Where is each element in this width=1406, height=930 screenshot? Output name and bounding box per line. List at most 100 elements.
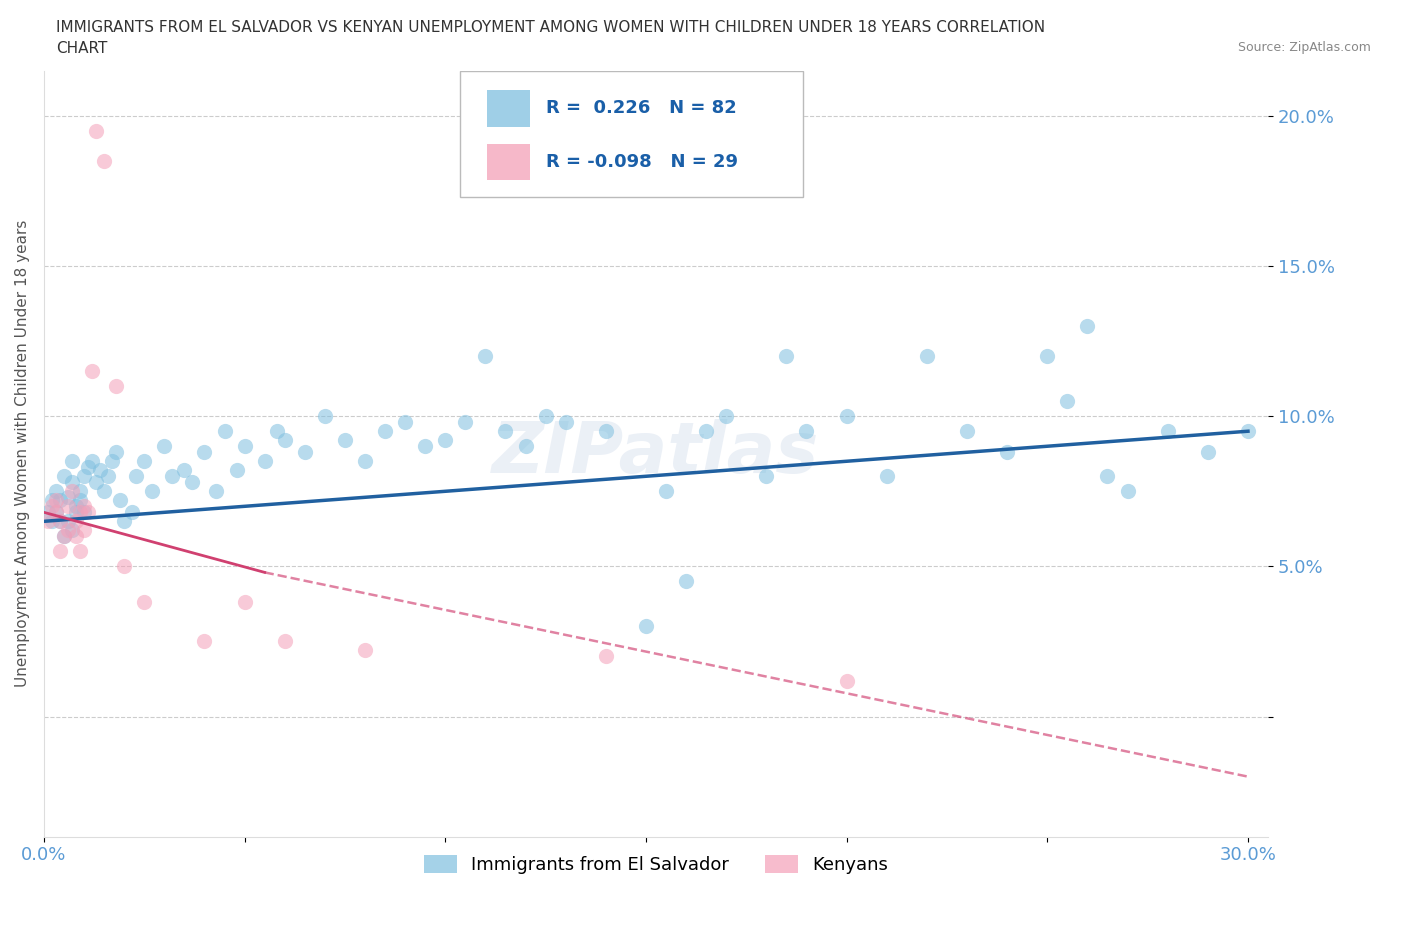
Point (1076, 319, 1098, 334)
Text: CHART: CHART (56, 41, 108, 56)
Point (173, 463, 195, 478)
Point (354, 454, 377, 469)
Point (52, 529, 75, 544)
Point (73, 469, 96, 484)
Point (675, 574, 697, 589)
Point (413, 439, 436, 454)
Point (73, 498, 96, 513)
Point (125, 469, 148, 484)
Point (108, 493, 131, 508)
Point (69, 505, 91, 520)
Point (97, 469, 120, 484)
Point (52, 469, 75, 484)
Point (134, 595, 156, 610)
Point (225, 463, 247, 478)
Point (134, 454, 156, 469)
Point (233, 439, 256, 454)
Point (69, 544, 91, 559)
Point (394, 415, 416, 430)
Point (105, 445, 128, 459)
Point (84, 475, 107, 490)
Point (52, 529, 75, 544)
Text: R =  0.226   N = 82: R = 0.226 N = 82 (546, 100, 737, 117)
Point (474, 349, 496, 364)
Point (41, 498, 63, 513)
Point (214, 424, 236, 439)
Point (101, 454, 124, 469)
Point (89, 463, 111, 478)
Point (835, 673, 858, 688)
Point (193, 634, 215, 649)
Point (796, 424, 818, 439)
Point (755, 469, 778, 484)
Point (37, 505, 59, 520)
Point (65, 498, 87, 513)
Point (273, 634, 295, 649)
Point (49, 514, 72, 529)
Point (1036, 349, 1059, 364)
Text: ZIPatlas: ZIPatlas (492, 419, 820, 488)
Point (41, 514, 63, 529)
Point (655, 484, 678, 498)
Point (162, 469, 184, 484)
Point (105, 379, 128, 393)
Point (112, 559, 135, 574)
Point (141, 484, 163, 498)
Legend: Immigrants from El Salvador, Kenyans: Immigrants from El Salvador, Kenyans (416, 847, 896, 882)
Point (314, 409, 336, 424)
Point (69, 493, 91, 508)
Point (41, 493, 63, 508)
FancyBboxPatch shape (486, 143, 530, 180)
Point (595, 424, 617, 439)
Point (915, 349, 938, 364)
Point (266, 424, 288, 439)
Y-axis label: Unemployment Among Women with Children Under 18 years: Unemployment Among Women with Children U… (15, 220, 30, 687)
Point (112, 514, 135, 529)
Point (273, 432, 295, 447)
Point (73, 505, 96, 520)
Point (494, 424, 516, 439)
Point (56, 523, 79, 538)
Point (1116, 484, 1139, 498)
Point (716, 409, 738, 424)
Point (121, 505, 143, 520)
Point (49, 493, 72, 508)
Point (1097, 469, 1119, 484)
Point (45, 493, 67, 508)
Point (333, 432, 356, 447)
Point (775, 349, 797, 364)
Point (193, 445, 215, 459)
Point (1197, 445, 1219, 459)
Point (60, 484, 83, 498)
Point (56, 498, 79, 513)
Point (65, 505, 87, 520)
Point (205, 484, 228, 498)
Point (65, 514, 87, 529)
Point (45, 505, 67, 520)
Point (84, 124, 107, 139)
Point (374, 424, 396, 439)
Point (515, 439, 537, 454)
Point (294, 445, 316, 459)
Point (454, 415, 477, 430)
Point (56, 514, 79, 529)
Point (45, 505, 67, 520)
Point (534, 409, 557, 424)
Point (93, 484, 115, 498)
Point (65, 529, 87, 544)
Point (69, 484, 91, 498)
Point (233, 595, 256, 610)
Point (1157, 424, 1180, 439)
Point (634, 619, 657, 634)
Point (49, 544, 72, 559)
Point (1056, 393, 1078, 408)
Point (77, 459, 100, 474)
Point (695, 424, 717, 439)
Point (181, 475, 204, 490)
Point (554, 415, 576, 430)
Point (995, 445, 1018, 459)
Point (253, 454, 276, 469)
Point (77, 505, 100, 520)
Point (354, 643, 377, 658)
Point (434, 432, 457, 447)
